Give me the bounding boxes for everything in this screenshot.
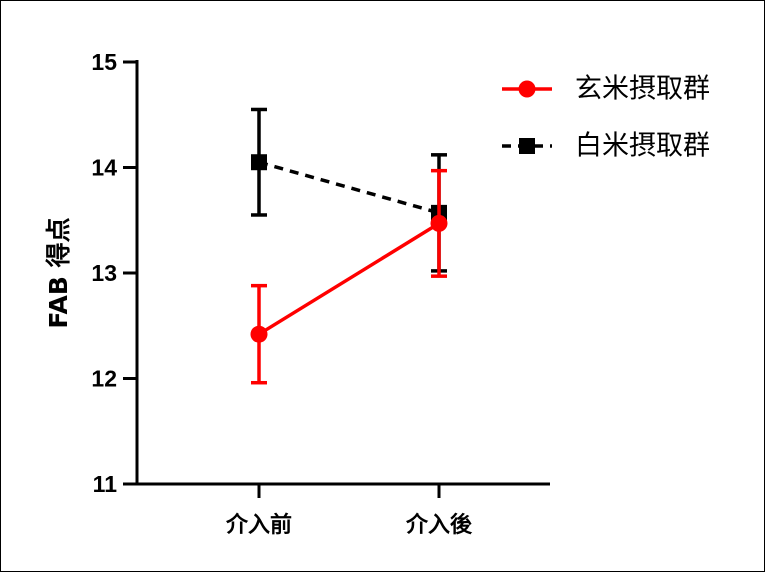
legend-marker <box>518 80 536 98</box>
legend-item-1: 玄米摂取群 <box>502 74 710 105</box>
series-2 <box>251 107 447 273</box>
series-1 <box>250 168 448 385</box>
legend-marker <box>519 138 535 154</box>
y-axis-label: FAB 得点 <box>44 217 73 328</box>
y-tick-label: 13 <box>91 260 117 286</box>
legend-label: 白米摂取群 <box>575 131 710 162</box>
y-tick-label: 14 <box>91 155 117 181</box>
legend-item-2: 白米摂取群 <box>502 131 710 162</box>
y-tick-label: 11 <box>93 471 118 497</box>
data-point <box>251 154 267 171</box>
y-tick-label: 15 <box>91 49 117 75</box>
data-point <box>250 325 268 343</box>
legend-label: 玄米摂取群 <box>575 74 710 105</box>
series-line <box>258 160 440 215</box>
x-tick-label: 介入後 <box>405 512 473 538</box>
y-tick-label: 12 <box>91 366 117 392</box>
plot-area <box>250 107 448 385</box>
series-line <box>258 221 440 336</box>
data-point <box>430 214 448 232</box>
axes: 11 12 13 14 15 介入前 介入後 <box>91 49 550 538</box>
x-tick-label: 介入前 <box>225 512 292 538</box>
